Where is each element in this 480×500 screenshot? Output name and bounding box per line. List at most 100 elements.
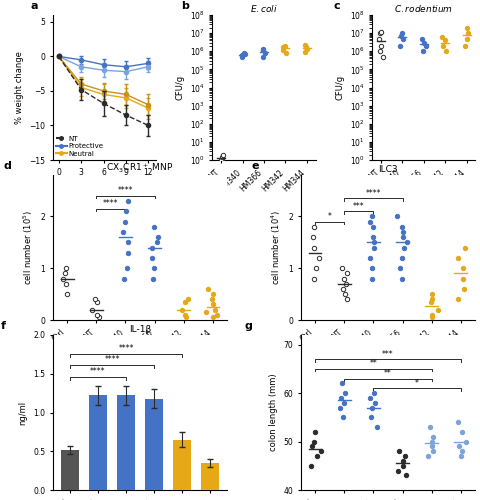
Point: [457, 452, 465, 460]
Point: [399, 457, 407, 465]
Point: [338, 380, 346, 388]
Point: [338, 264, 346, 272]
Point: [62, 264, 70, 272]
Point: [121, 218, 129, 226]
Point: [343, 296, 350, 304]
Point: [148, 244, 156, 252]
Point: [459, 264, 467, 272]
Text: b: b: [181, 1, 190, 11]
Point: [399, 228, 407, 236]
Point: [150, 264, 158, 272]
Point: [260, 52, 267, 60]
Point: [123, 264, 131, 272]
Text: *: *: [328, 212, 332, 221]
Point: [93, 298, 101, 306]
Point: [342, 280, 349, 288]
Point: [443, 48, 450, 56]
Point: [370, 389, 378, 397]
Text: f: f: [0, 321, 5, 331]
Point: [310, 223, 318, 231]
Text: ****: ****: [104, 356, 120, 364]
Point: [282, 49, 290, 57]
Point: [394, 212, 401, 220]
Point: [418, 34, 426, 42]
Point: [208, 296, 216, 304]
Text: a: a: [30, 1, 37, 11]
Title: $\it{C. rodentium}$: $\it{C. rodentium}$: [394, 3, 453, 14]
Point: [398, 274, 406, 282]
Point: [379, 52, 387, 60]
Point: [260, 45, 267, 53]
Point: [209, 290, 217, 298]
Point: [422, 42, 430, 50]
Point: [61, 270, 69, 278]
Point: [464, 29, 472, 37]
Point: [420, 38, 428, 46]
Point: [178, 306, 186, 314]
Text: *: *: [415, 379, 419, 388]
Text: ***: ***: [353, 202, 365, 210]
Point: [400, 244, 408, 252]
Text: ****: ****: [118, 186, 133, 195]
Point: [370, 238, 378, 246]
Bar: [201, 463, 219, 490]
Point: [240, 49, 248, 57]
Point: [396, 264, 404, 272]
Point: [419, 48, 427, 56]
Point: [279, 46, 287, 54]
Point: [218, 156, 226, 164]
Legend: NT, Protective, Neutral: NT, Protective, Neutral: [56, 136, 104, 156]
Point: [370, 244, 378, 252]
Point: [60, 274, 67, 282]
Point: [366, 394, 374, 402]
Point: [428, 314, 435, 322]
Point: [399, 233, 407, 241]
Point: [438, 33, 446, 41]
Y-axis label: colon length (mm): colon length (mm): [269, 374, 278, 452]
Point: [239, 52, 246, 60]
Point: [279, 43, 287, 51]
Title: CX$_3$CR1$^+$ MNP: CX$_3$CR1$^+$ MNP: [106, 162, 174, 175]
Point: [429, 432, 436, 440]
Point: [428, 311, 436, 319]
Point: [120, 228, 127, 236]
Point: [369, 274, 376, 282]
Point: [213, 311, 221, 319]
Point: [336, 404, 344, 411]
Text: **: **: [370, 360, 377, 368]
Point: [239, 52, 246, 60]
Point: [369, 264, 376, 272]
Point: [63, 290, 71, 298]
Point: [376, 48, 384, 56]
Point: [458, 447, 466, 455]
Point: [339, 285, 347, 293]
Point: [370, 233, 377, 241]
Point: [181, 298, 189, 306]
Point: [461, 42, 468, 50]
Text: c: c: [333, 1, 340, 11]
Point: [454, 418, 462, 426]
Y-axis label: cell number (10$^4$): cell number (10$^4$): [269, 210, 283, 285]
Point: [202, 308, 210, 316]
Point: [426, 423, 434, 431]
Point: [150, 274, 157, 282]
Point: [341, 274, 348, 282]
Point: [124, 238, 132, 246]
Point: [209, 314, 217, 322]
Point: [337, 394, 345, 402]
Point: [428, 290, 435, 298]
Point: [317, 447, 324, 455]
Point: [462, 438, 469, 446]
Title: ILC3: ILC3: [378, 165, 398, 174]
Point: [182, 314, 190, 322]
Point: [309, 442, 316, 450]
Text: ****: ****: [103, 199, 119, 208]
Point: [312, 452, 320, 460]
Point: [88, 306, 96, 314]
Title: $\it{E. coli}$: $\it{E. coli}$: [250, 3, 278, 14]
Text: ***: ***: [382, 350, 394, 358]
Point: [366, 254, 373, 262]
Point: [377, 42, 384, 50]
Point: [124, 197, 132, 205]
Point: [148, 254, 156, 262]
